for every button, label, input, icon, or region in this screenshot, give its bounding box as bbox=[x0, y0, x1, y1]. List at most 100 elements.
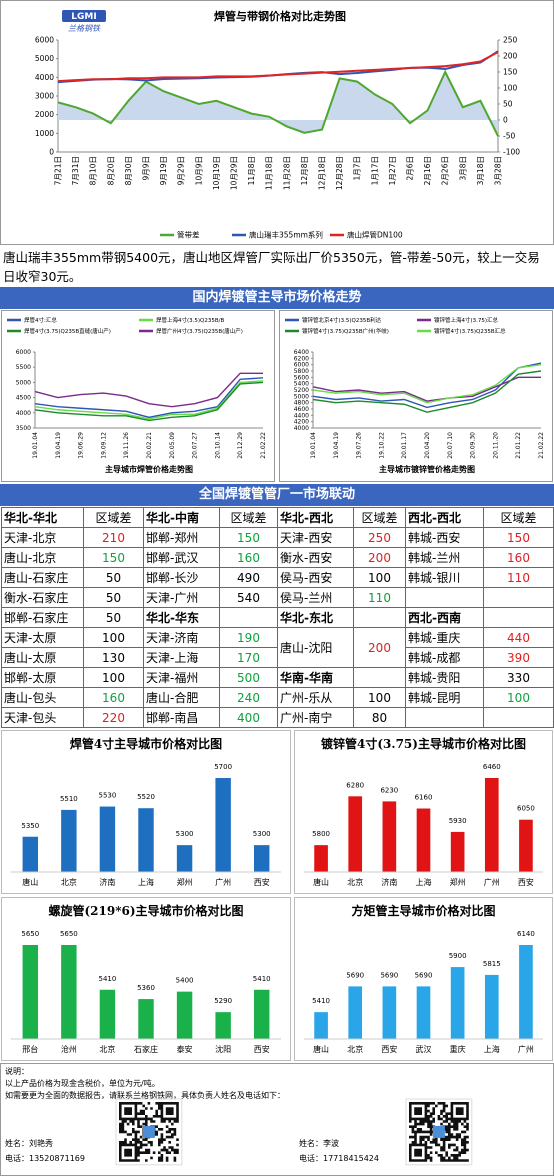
logo-name: 兰格钢铁 bbox=[68, 24, 101, 33]
x-tick-label: 2月6日 bbox=[406, 156, 415, 181]
empty-cell bbox=[483, 587, 554, 608]
logo-mark: LGMI bbox=[71, 12, 96, 22]
series-line bbox=[34, 372, 263, 408]
bar bbox=[61, 809, 77, 872]
y-tick-label: 4800 bbox=[294, 400, 309, 407]
qr-layer bbox=[115, 1098, 473, 1166]
legend-label: 管带差 bbox=[177, 230, 200, 240]
logo-badge bbox=[62, 10, 106, 22]
value-label: 5650 bbox=[21, 930, 39, 938]
cell: 100 bbox=[83, 627, 144, 648]
chart-title: 螺旋管(219*6)主导城市价格对比图 bbox=[48, 903, 243, 918]
empty-cell bbox=[353, 667, 406, 688]
cell: 150 bbox=[483, 527, 554, 548]
x-tick-label: 8月30日 bbox=[124, 156, 133, 185]
x-tick-label: 2月16日 bbox=[423, 156, 432, 185]
value-label: 5815 bbox=[483, 960, 501, 968]
series-line bbox=[57, 69, 499, 137]
table-row: 天津-包头 220 邯郸-南昌 400 广州-南宁 80 bbox=[1, 707, 554, 728]
cell: 170 bbox=[219, 647, 278, 668]
y2-tick-label: -50 bbox=[503, 132, 515, 141]
series-line bbox=[34, 381, 264, 422]
value-label: 5700 bbox=[214, 763, 232, 771]
cell: 160 bbox=[83, 687, 144, 708]
value-label: 5360 bbox=[137, 984, 155, 992]
x-tick-label: 西安 bbox=[381, 1044, 397, 1054]
value-label: 6230 bbox=[380, 786, 398, 794]
footer-line: 以上产品价格为现金含税价，单位为元/吨。 bbox=[5, 1079, 160, 1088]
empty-cell bbox=[219, 607, 278, 628]
value-label: 5650 bbox=[60, 930, 78, 938]
bar-chart: 螺旋管(219*6)主导城市价格对比图 5650 邢台 5650 沧州 5410 北京 536… bbox=[1, 897, 291, 1061]
cell: 韩城-兰州 bbox=[405, 547, 484, 568]
bar bbox=[138, 999, 154, 1039]
bar bbox=[382, 801, 397, 872]
x-tick-label: 10月19日 bbox=[212, 156, 221, 190]
cell: 衡水-石家庄 bbox=[1, 587, 84, 608]
legend-label: 焊管广州4寸(3.75)Q235B(唐山产) bbox=[156, 327, 243, 335]
cell: 邯郸-郑州 bbox=[143, 527, 220, 548]
chart-title: 焊管与带钢价格对比走势图 bbox=[214, 9, 346, 23]
legend-label: 镀锌管上海4寸(3.75)汇总 bbox=[434, 316, 499, 324]
contact-name: 姓名：李波 bbox=[299, 1139, 339, 1148]
bar bbox=[215, 1012, 231, 1039]
y-tick-label: 6400 bbox=[294, 349, 309, 356]
footer: 说明： 以上产品价格为现金含税价，单位为元/吨。 如需要更为全面的数据报告，请联… bbox=[0, 1063, 554, 1176]
y-tick-label: 6000 bbox=[35, 36, 54, 45]
empty-cell bbox=[483, 707, 554, 728]
x-tick-label: 北京 bbox=[61, 877, 77, 887]
x-tick-label: 11月8日 bbox=[247, 156, 256, 185]
cell: 西北-西南 bbox=[405, 607, 484, 628]
bar bbox=[416, 986, 431, 1039]
cell: 韩城-成都 bbox=[405, 647, 484, 668]
chart-title: 主导城市焊管价格走势图 bbox=[105, 464, 193, 474]
summary: 唐山瑞丰355mm带钢5400元，唐山地区焊管厂实际出厂价5350元，管-带差-… bbox=[3, 250, 540, 284]
x-tick-label: 19.01.04 bbox=[310, 432, 317, 459]
x-tick-label: 20.01.17 bbox=[401, 432, 408, 459]
value-label: 6050 bbox=[517, 805, 535, 813]
cell: 110 bbox=[353, 587, 406, 608]
legend-label: 镀锌管4寸(3.75)Q235B广州(华岐) bbox=[302, 327, 389, 335]
chart-title: 主导城市镀锌管价格走势图 bbox=[379, 464, 475, 474]
contact: 姓名：刘艳秀 电话：13520871169 bbox=[5, 1138, 85, 1165]
x-tick-label: 7月31日 bbox=[71, 156, 80, 185]
chart-title: 镀锌管4寸(3.75)主导城市价格对比图 bbox=[321, 736, 526, 751]
cell: 区域差 bbox=[483, 507, 554, 528]
x-tick-label: 沧州 bbox=[61, 1044, 77, 1054]
x-tick-label: 12月28日 bbox=[335, 156, 344, 190]
bar bbox=[348, 796, 363, 872]
x-tick-label: 2月26日 bbox=[441, 156, 450, 185]
bar-chart: 焊管4寸主导城市价格对比图 5350 唐山 5510 北京 5530 济南 5520 上海 530… bbox=[1, 730, 291, 894]
cell: 华北-西北 bbox=[277, 507, 354, 528]
cell: 韩城-银川 bbox=[405, 567, 484, 588]
bar bbox=[519, 819, 533, 872]
y-tick-label: 1000 bbox=[35, 129, 54, 138]
cell: 唐山-合肥 bbox=[143, 687, 220, 708]
cell: 邯郸-南昌 bbox=[143, 707, 220, 728]
value-label: 5400 bbox=[176, 977, 194, 985]
table-row: 衡水-石家庄 50 天津-广州 540 侯马-兰州 110 bbox=[1, 587, 554, 608]
cell: 华南-华南 bbox=[277, 667, 354, 688]
x-tick-label: 9月9日 bbox=[142, 156, 151, 181]
y-tick-label: 6200 bbox=[294, 355, 309, 362]
table-row: 天津-北京 210 邯郸-郑州 150 天津-西安 250 韩城-西安 150 bbox=[1, 527, 554, 548]
cell: 华北-华东 bbox=[143, 607, 220, 628]
x-tick-label: 21.02.22 bbox=[538, 432, 545, 459]
y-tick-label: 3000 bbox=[35, 92, 54, 101]
cell: 440 bbox=[483, 627, 554, 648]
frame bbox=[0, 0, 554, 245]
linkage-table: 华北-华北 区域差 华北-中南 区域差 华北-西北 区域差 西北-西北 区域差 天津-北京 210… bbox=[1, 507, 554, 728]
empty-cell bbox=[405, 707, 484, 728]
x-tick-label: 邢台 bbox=[22, 1044, 38, 1054]
x-tick-label: 10月9日 bbox=[194, 156, 203, 185]
bar bbox=[519, 945, 533, 1039]
x-tick-label: 20.11.20 bbox=[492, 432, 499, 459]
x-tick-label: 7月21日 bbox=[54, 156, 63, 185]
y-tick-label: 4400 bbox=[294, 412, 309, 419]
x-tick-label: 19.06.29 bbox=[78, 432, 85, 459]
value-label: 5510 bbox=[60, 795, 78, 803]
cell: 华北-华北 bbox=[1, 507, 84, 528]
x-tick-label: 20.05.09 bbox=[169, 432, 176, 459]
table-row: 唐山-北京 150 邯郸-武汉 160 衡水-西安 200 韩城-兰州 160 bbox=[1, 547, 554, 568]
